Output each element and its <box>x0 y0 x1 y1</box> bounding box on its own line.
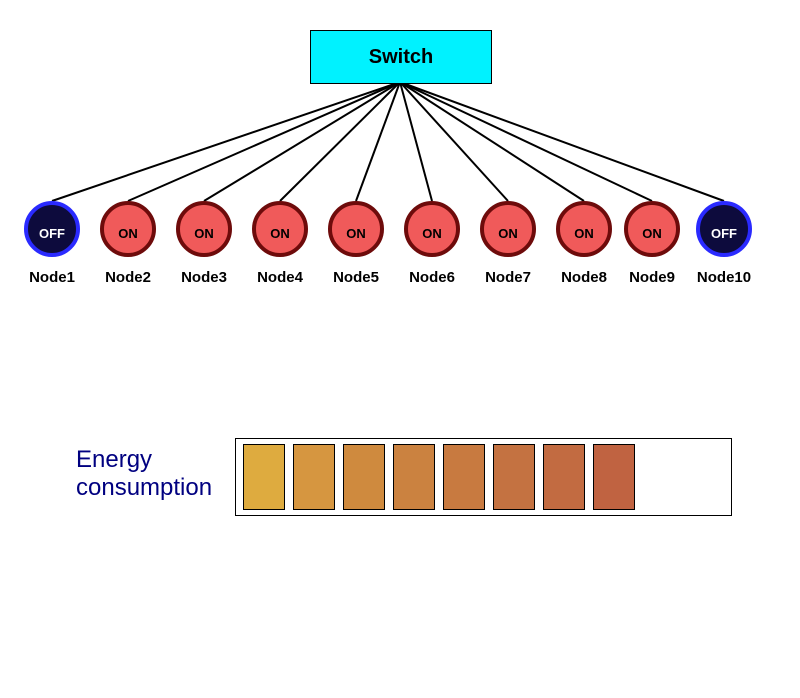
node-label-node9: Node9 <box>612 269 692 286</box>
edge-node4 <box>280 82 400 201</box>
switch-label: Switch <box>369 46 433 68</box>
node-label-node1: Node1 <box>12 269 92 286</box>
node-state: ON <box>194 206 214 262</box>
node-node3: ON <box>176 201 232 257</box>
node-node7: ON <box>480 201 536 257</box>
node-state: ON <box>498 206 518 262</box>
node-label-node3: Node3 <box>164 269 244 286</box>
energy-bar-1 <box>243 444 285 510</box>
node-state: OFF <box>39 206 65 262</box>
energy-bar-2 <box>293 444 335 510</box>
energy-bar-6 <box>493 444 535 510</box>
node-node5: ON <box>328 201 384 257</box>
node-label-node5: Node5 <box>316 269 396 286</box>
node-state: ON <box>642 206 662 262</box>
energy-bar-3 <box>343 444 385 510</box>
energy-bar-7 <box>543 444 585 510</box>
node-node6: ON <box>404 201 460 257</box>
energy-label-line1: Energy <box>76 446 212 474</box>
node-state: ON <box>118 206 138 262</box>
edges-layer <box>0 0 800 698</box>
energy-bar-5 <box>443 444 485 510</box>
node-node9: ON <box>624 201 680 257</box>
edge-node2 <box>128 82 400 201</box>
node-label-node4: Node4 <box>240 269 320 286</box>
switch-box: Switch <box>310 30 492 84</box>
energy-bar-4 <box>393 444 435 510</box>
edge-node10 <box>400 82 724 201</box>
node-node10: OFF <box>696 201 752 257</box>
energy-label: Energyconsumption <box>76 446 212 502</box>
node-node2: ON <box>100 201 156 257</box>
node-label-node2: Node2 <box>88 269 168 286</box>
node-state: ON <box>270 206 290 262</box>
node-label-node6: Node6 <box>392 269 472 286</box>
node-node4: ON <box>252 201 308 257</box>
node-node8: ON <box>556 201 612 257</box>
edge-node5 <box>356 82 400 201</box>
node-state: ON <box>346 206 366 262</box>
node-state: OFF <box>711 206 737 262</box>
edge-node3 <box>204 82 400 201</box>
node-label-node7: Node7 <box>468 269 548 286</box>
edge-node9 <box>400 82 652 201</box>
node-state: ON <box>422 206 442 262</box>
node-label-node10: Node10 <box>684 269 764 286</box>
node-state: ON <box>574 206 594 262</box>
node-node1: OFF <box>24 201 80 257</box>
edge-node1 <box>52 82 400 201</box>
energy-bar-8 <box>593 444 635 510</box>
energy-label-line2: consumption <box>76 474 212 502</box>
